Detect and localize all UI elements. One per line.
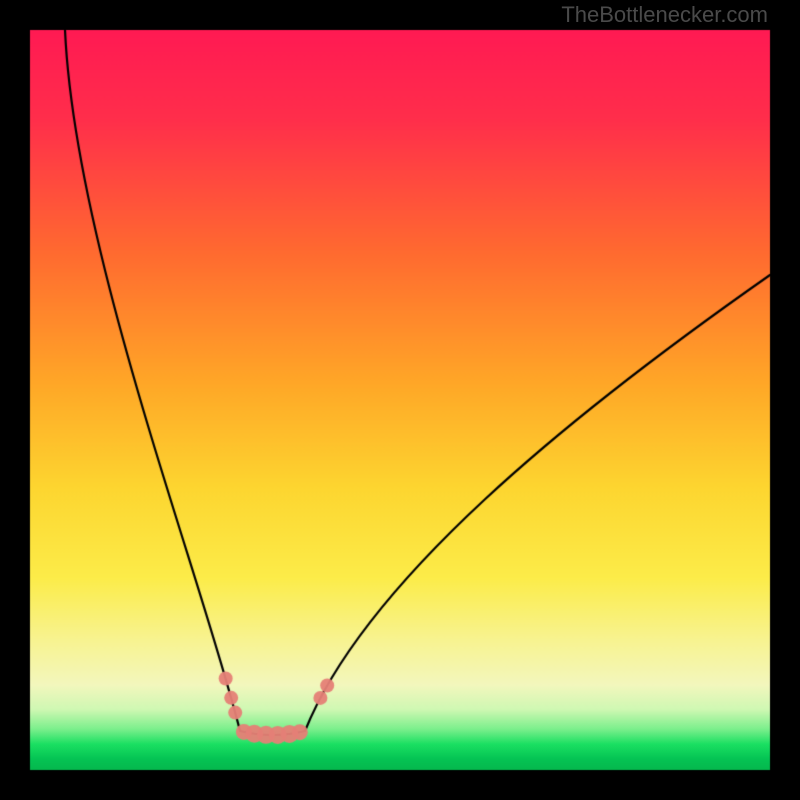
chart-container: TheBottlenecker.com xyxy=(0,0,800,800)
watermark-text: TheBottlenecker.com xyxy=(561,2,768,28)
bottleneck-curve xyxy=(0,0,800,800)
